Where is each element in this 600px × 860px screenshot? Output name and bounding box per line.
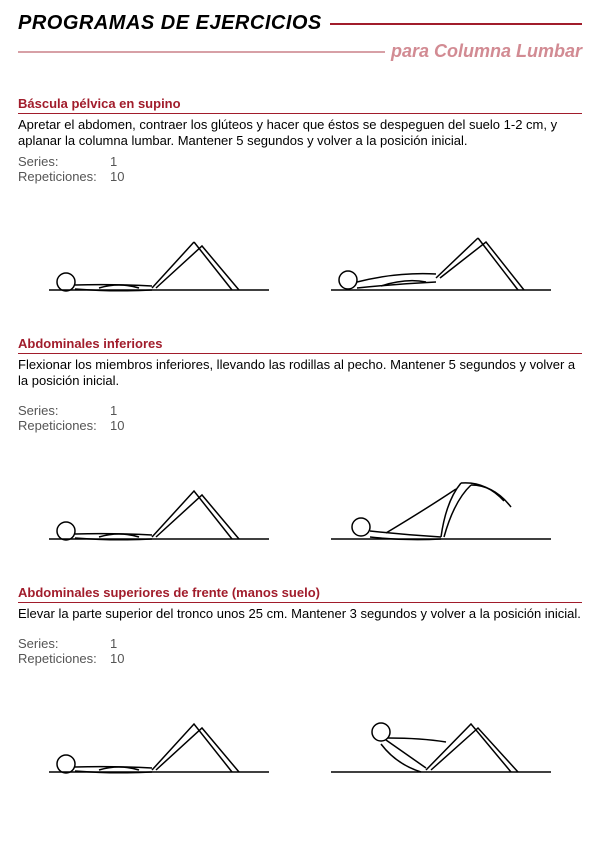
page-subtitle: para Columna Lumbar — [385, 41, 582, 62]
exercise-block: Báscula pélvica en supino Apretar el abd… — [18, 96, 582, 302]
exercise-meta: Series: 1 Repeticiones: 10 — [18, 403, 582, 433]
exercise-figures — [18, 684, 582, 784]
exercise-title: Báscula pélvica en supino — [18, 96, 582, 114]
reps-value: 10 — [110, 169, 124, 184]
header-row: PROGRAMAS DE EJERCICIOS — [18, 12, 582, 35]
exercise-block: Abdominales superiores de frente (manos … — [18, 585, 582, 784]
exercise-figures — [18, 451, 582, 551]
exercise-description: Apretar el abdomen, contraer los glúteos… — [18, 117, 582, 150]
subtitle-row: para Columna Lumbar — [18, 41, 582, 62]
subtitle-rule — [18, 51, 385, 53]
series-label: Series: — [18, 636, 110, 651]
series-value: 1 — [110, 636, 117, 651]
title-rule — [330, 23, 582, 25]
exercise-figures — [18, 202, 582, 302]
exercise-block: Abdominales inferiores Flexionar los mie… — [18, 336, 582, 552]
series-value: 1 — [110, 154, 117, 169]
exercise-description: Elevar la parte superior del tronco unos… — [18, 606, 582, 622]
figure-supine-lift-icon — [326, 212, 556, 302]
reps-value: 10 — [110, 418, 124, 433]
figure-supine-flat-icon — [44, 694, 274, 784]
reps-value: 10 — [110, 651, 124, 666]
figure-supine-rest-icon — [44, 212, 274, 302]
reps-label: Repeticiones: — [18, 169, 110, 184]
figure-crunch-up-icon — [326, 694, 556, 784]
exercise-meta: Series: 1 Repeticiones: 10 — [18, 636, 582, 666]
figure-supine-start-icon — [44, 461, 274, 551]
page-title: PROGRAMAS DE EJERCICIOS — [18, 12, 330, 35]
exercise-description: Flexionar los miembros inferiores, lleva… — [18, 357, 582, 390]
reps-label: Repeticiones: — [18, 651, 110, 666]
series-value: 1 — [110, 403, 117, 418]
series-label: Series: — [18, 154, 110, 169]
exercise-meta: Series: 1 Repeticiones: 10 — [18, 154, 582, 184]
exercise-title: Abdominales superiores de frente (manos … — [18, 585, 582, 603]
figure-knees-to-chest-icon — [326, 461, 556, 551]
exercise-title: Abdominales inferiores — [18, 336, 582, 354]
reps-label: Repeticiones: — [18, 418, 110, 433]
series-label: Series: — [18, 403, 110, 418]
